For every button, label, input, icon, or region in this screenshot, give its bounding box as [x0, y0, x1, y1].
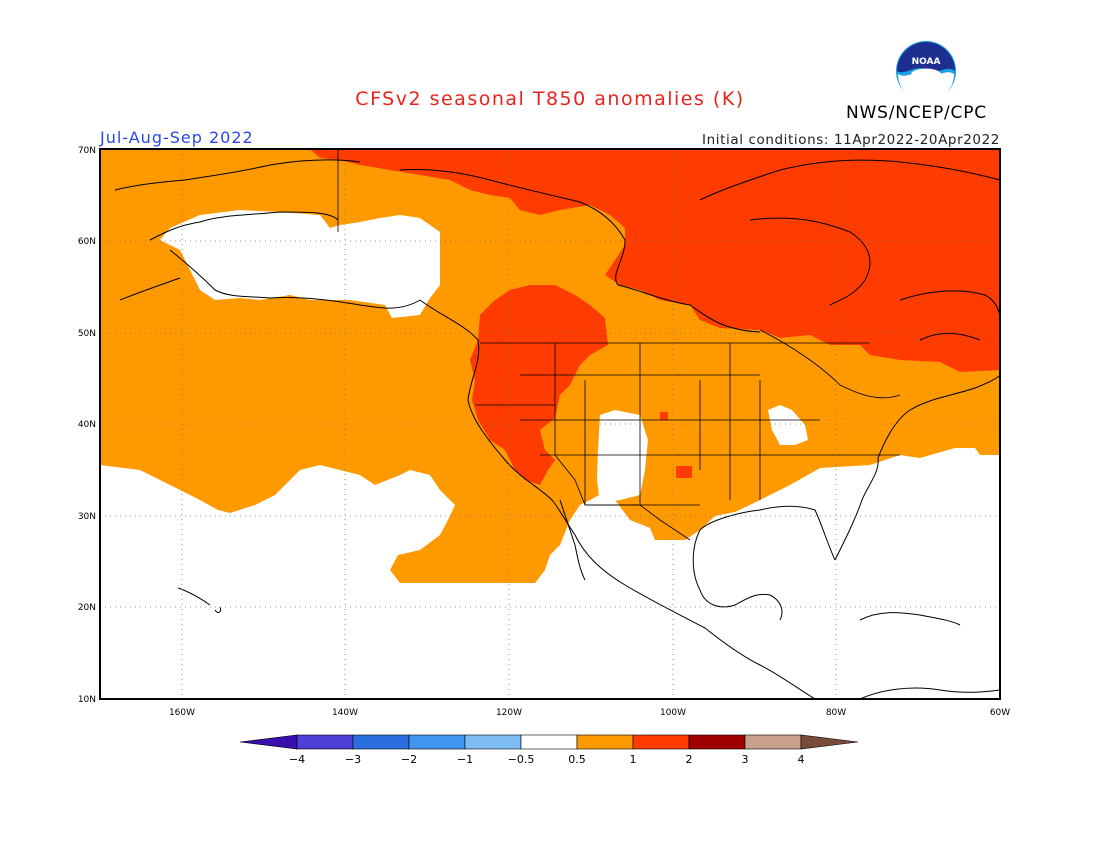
longitude-labels: 160W 140W 120W 100W 80W 60W: [169, 708, 1010, 718]
anomaly-region-white-newmexico: [597, 410, 648, 503]
lat-label-40n: 40N: [78, 420, 96, 430]
initial-conditions-label: Initial conditions: 11Apr2022-20Apr2022: [702, 132, 1000, 148]
lon-label-100w: 100W: [660, 708, 686, 718]
anomaly-region-white-ohio: [768, 405, 808, 445]
season-label: Jul-Aug-Sep 2022: [100, 128, 254, 147]
lon-label-60w: 60W: [990, 708, 1010, 718]
colorbar-segment-8: [688, 734, 746, 750]
anomaly-spot-red-ok: [676, 466, 692, 478]
anomaly-region-white-alaska: [160, 210, 440, 318]
lon-label-80w: 80W: [826, 708, 846, 718]
map-title: CFSv2 seasonal T850 anomalies (K): [355, 88, 745, 110]
colorbar-label-1: −3: [345, 753, 361, 766]
anomaly-spot-red-ks: [660, 412, 668, 420]
colorbar-label-9: 4: [798, 753, 805, 766]
agency-label: NWS/NCEP/CPC: [846, 103, 987, 123]
colorbar-label-3: −1: [457, 753, 473, 766]
noaa-logo-wave: [898, 72, 954, 102]
colorbar-label-6: 1: [630, 753, 637, 766]
noaa-logo: NOAA: [896, 41, 956, 102]
colorbar-segment-3: [408, 734, 466, 750]
coastlines: [114, 159, 1001, 700]
lat-label-70n: 70N: [78, 146, 96, 156]
political-boundaries: [337, 149, 901, 541]
colorbar-segment-5: [520, 734, 578, 750]
colorbar-segment-0: [239, 734, 298, 750]
latitude-labels: 70N 60N 50N 40N 30N 20N 10N: [78, 146, 96, 705]
lon-label-120w: 120W: [496, 708, 522, 718]
anomaly-region-red-canada: [310, 149, 1000, 372]
colorbar-label-7: 2: [686, 753, 693, 766]
lat-label-30n: 30N: [78, 512, 96, 522]
colorbar-segment-9: [744, 734, 802, 750]
anomaly-region-red-west: [470, 285, 608, 485]
lat-label-50n: 50N: [78, 329, 96, 339]
colorbar-segment-1: [296, 734, 354, 750]
noaa-logo-text: NOAA: [912, 57, 941, 67]
lon-label-140w: 140W: [332, 708, 358, 718]
graticule: [100, 149, 1000, 699]
colorbar-label-4: −0.5: [508, 753, 535, 766]
colorbar-segment-4: [464, 734, 522, 750]
colorbar-segment-7: [632, 734, 690, 750]
colorbar-label-5: 0.5: [568, 753, 586, 766]
map-frame: [99, 148, 1001, 700]
lon-label-160w: 160W: [169, 708, 195, 718]
colorbar-segment-2: [352, 734, 410, 750]
colorbar: −4 −3 −2 −1 −0.5 0.5 1 2 3 4: [239, 734, 859, 766]
colorbar-segment-10: [800, 734, 859, 750]
noaa-logo-bird: [911, 68, 941, 79]
lat-label-10n: 10N: [78, 695, 96, 705]
lat-label-20n: 20N: [78, 603, 96, 613]
noaa-logo-top: [897, 42, 955, 73]
colorbar-label-8: 3: [742, 753, 749, 766]
lat-label-60n: 60N: [78, 237, 96, 247]
colorbar-segment-6: [576, 734, 634, 750]
colorbar-label-2: −2: [401, 753, 417, 766]
colorbar-label-0: −4: [289, 753, 305, 766]
